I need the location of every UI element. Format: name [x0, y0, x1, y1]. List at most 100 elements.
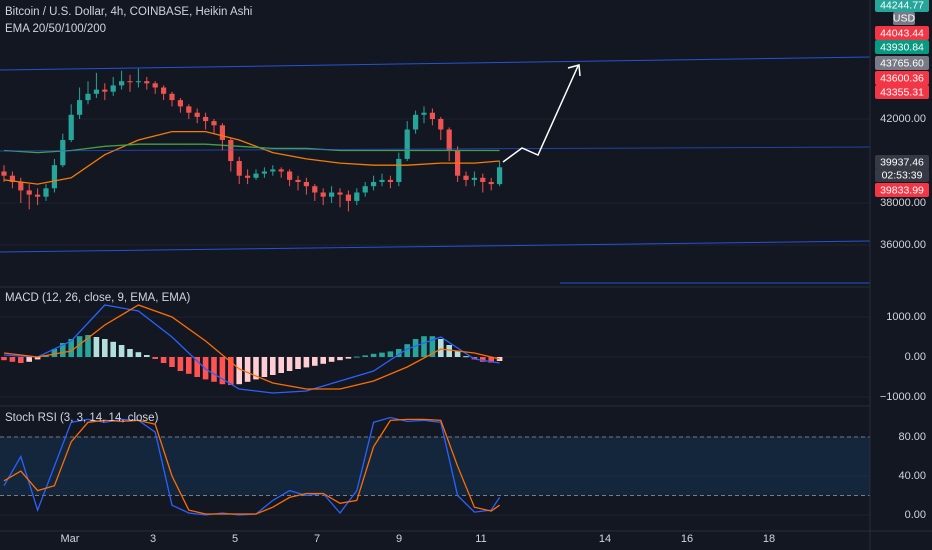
- candle-body: [320, 192, 326, 197]
- histogram-bar: [328, 357, 335, 362]
- stoch-band: [0, 436, 870, 496]
- candle-body: [127, 81, 133, 83]
- price-badge: [875, 56, 929, 70]
- candle-body: [102, 89, 108, 92]
- price-badge: [875, 85, 929, 99]
- x-tick-label: 16: [681, 533, 693, 545]
- histogram-bar: [127, 349, 133, 357]
- price-badges: 44244.77 44043.44 43930.84 43765.60 43600.36…: [875, 0, 929, 197]
- histogram-bar: [362, 355, 368, 357]
- histogram-bar: [421, 336, 427, 357]
- histogram-bar: [177, 357, 184, 371]
- x-tick-label: Mar: [61, 533, 80, 545]
- candle-body: [1, 171, 7, 176]
- y-tick-label: 1000.00: [886, 311, 926, 323]
- x-tick-label: 11: [475, 533, 486, 545]
- histogram-bar: [68, 339, 74, 357]
- indicator-line: [3, 143, 500, 154]
- candle-body: [253, 173, 259, 178]
- candle-body: [463, 175, 469, 180]
- histogram-bar: [1, 357, 7, 361]
- price-badge: [875, 183, 929, 197]
- histogram-bar: [110, 341, 116, 357]
- price-badge-label: 02:53:39: [882, 169, 923, 181]
- candle-body: [135, 81, 141, 83]
- histogram-bar: [270, 357, 276, 375]
- price-badge: [875, 0, 929, 12]
- price-badge-label: 39833.99: [880, 184, 924, 196]
- x-tick-label: 18: [763, 533, 775, 545]
- histogram-bar: [51, 349, 58, 357]
- candle-body: [77, 100, 83, 115]
- axes: 42000.00 38000.00 36000.00 1000.00 0.00 −1000…: [61, 113, 926, 545]
- candle-body: [278, 169, 284, 172]
- histogram-bar: [211, 357, 217, 382]
- candle-body: [236, 161, 242, 176]
- candle-body: [362, 186, 368, 193]
- histogram-bar: [253, 357, 259, 380]
- candle-body: [270, 169, 276, 172]
- histogram-bar: [454, 351, 461, 357]
- x-tick-label: 5: [232, 533, 238, 545]
- candle-body: [144, 81, 150, 84]
- candle-body: [152, 83, 158, 88]
- histogram-bar: [34, 357, 41, 360]
- candle-body: [60, 140, 66, 166]
- histogram-bar: [354, 356, 360, 358]
- histogram-bar: [93, 337, 100, 357]
- candle-body: [9, 175, 15, 182]
- candle-body: [194, 112, 200, 117]
- channel-line: [0, 240, 871, 253]
- histogram-bar: [135, 352, 142, 357]
- candle-body: [379, 179, 385, 182]
- candle-body: [387, 179, 393, 182]
- currency-label: USD: [893, 12, 916, 24]
- y-tick-label: −1000.00: [880, 391, 926, 403]
- histogram-bar: [160, 357, 167, 363]
- candle-body: [396, 158, 402, 182]
- candle-body: [18, 181, 24, 191]
- candle-body: [169, 93, 175, 101]
- x-tick-label: 14: [599, 533, 611, 545]
- candle-body: [228, 140, 234, 162]
- histogram-bar: [102, 339, 108, 357]
- histogram-bar: [463, 356, 469, 358]
- marks: [0, 68, 870, 516]
- price-badge: [875, 26, 929, 40]
- histogram-bar: [438, 339, 444, 357]
- candle-body: [329, 192, 335, 197]
- y-tick-label: 0.00: [905, 351, 926, 363]
- candle-body: [119, 81, 125, 86]
- histogram-bar: [85, 335, 91, 357]
- indicator-line: [3, 304, 500, 394]
- candle-body: [404, 129, 410, 159]
- indicator-line: [3, 418, 500, 515]
- candle-body: [245, 175, 251, 178]
- candle-body: [413, 114, 419, 130]
- histogram-bar: [219, 357, 226, 385]
- y-tick-label: 42000.00: [880, 113, 926, 125]
- candle-body: [261, 171, 267, 174]
- histogram-bar: [345, 357, 352, 359]
- candle-body: [161, 87, 167, 94]
- histogram-bar: [9, 357, 16, 362]
- projection-arrow: [502, 65, 579, 163]
- histogram-bar: [228, 357, 234, 385]
- histogram-bar: [295, 357, 301, 369]
- histogram-bar: [320, 357, 326, 364]
- histogram-bar: [379, 352, 385, 357]
- histogram-bar: [303, 357, 310, 368]
- histogram-bar: [286, 357, 293, 371]
- candle-body: [287, 171, 293, 180]
- candle-body: [497, 167, 503, 185]
- histogram-bar: [60, 343, 66, 357]
- y-tick-label: 0.00: [905, 509, 926, 521]
- channel-line: [0, 146, 871, 152]
- price-badge-label: 43355.31: [880, 86, 924, 98]
- candle-body: [429, 112, 435, 120]
- histogram-bar: [236, 357, 242, 385]
- histogram-bar: [26, 357, 32, 362]
- histogram-bar: [244, 357, 251, 382]
- candle-body: [110, 85, 116, 92]
- price-badge-label: 44244.77: [880, 0, 924, 11]
